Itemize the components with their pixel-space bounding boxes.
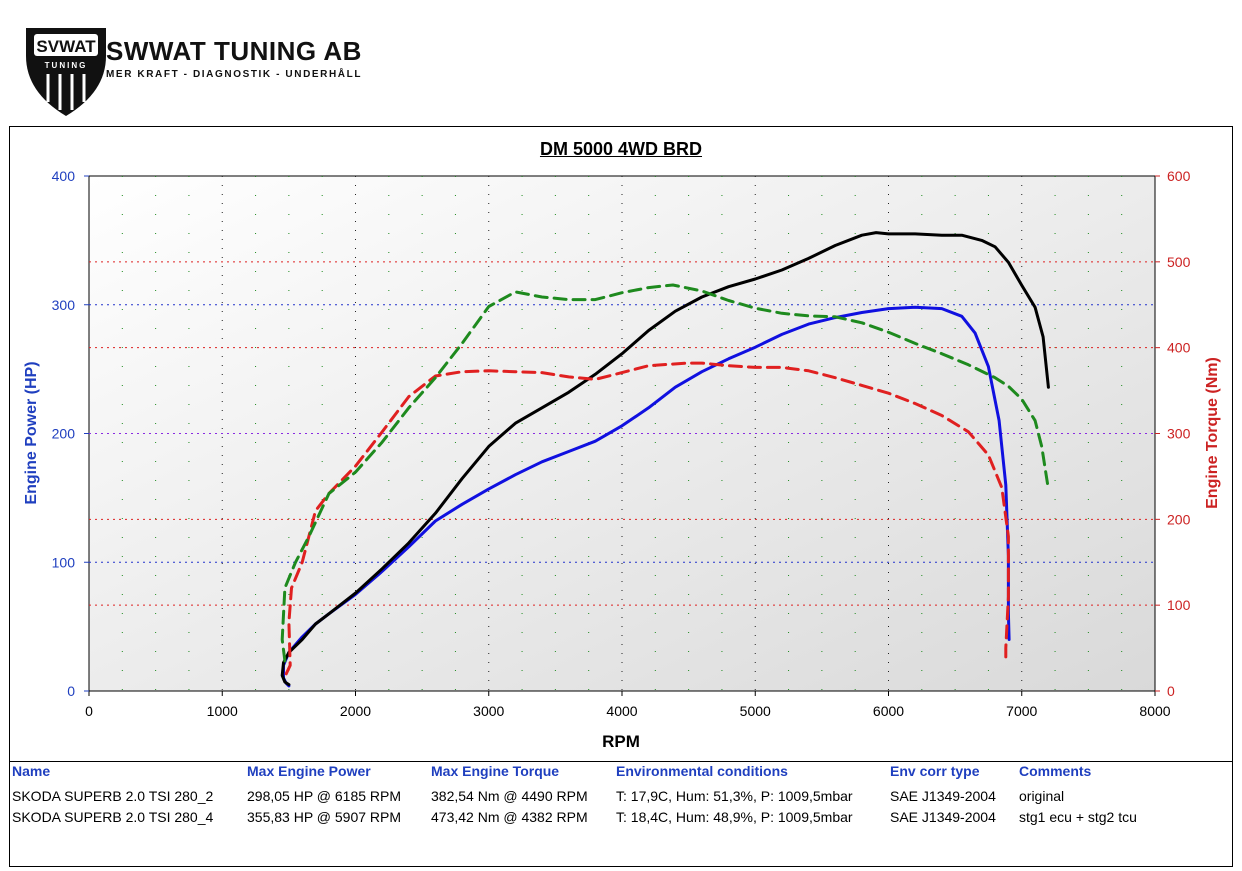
y-right-tick-label: 300 (1167, 426, 1191, 442)
x-tick-label: 0 (85, 703, 93, 719)
table-cell: T: 17,9C, Hum: 51,3%, P: 1009,5mbar (616, 788, 853, 804)
grid (89, 176, 1155, 691)
x-tick-label: 7000 (1006, 703, 1037, 719)
brand-tagline: MER KRAFT - DIAGNOSTIK - UNDERHÅLL (106, 69, 363, 80)
table-cell: 382,54 Nm @ 4490 RPM (431, 788, 588, 804)
table-cell: 355,83 HP @ 5907 RPM (247, 809, 402, 825)
y-left-tick-label: 100 (52, 554, 76, 570)
y-right-tick-label: 200 (1167, 511, 1191, 527)
brand-logo: SVWAT TUNING (12, 12, 357, 117)
y-left-tick-label: 0 (67, 683, 75, 699)
table-cell: original (1019, 788, 1065, 804)
series-group (280, 231, 1050, 688)
x-tick-label: 6000 (873, 703, 904, 719)
table-cell: T: 18,4C, Hum: 48,9%, P: 1009,5mbar (616, 809, 853, 825)
y-right-axis-label: Engine Torque (Nm) (1204, 357, 1221, 509)
x-tick-label: 8000 (1139, 703, 1170, 719)
x-tick-label: 5000 (740, 703, 771, 719)
x-tick-label: 2000 (340, 703, 371, 719)
dyno-chart: 0 1000 2000 3000 4000 5000 6000 7000 80000100200… (23, 168, 1221, 751)
y-right-tick-label: 500 (1167, 254, 1191, 270)
y-right-tick-label: 0 (1167, 683, 1175, 699)
table-header-power: Max Engine Power (247, 763, 371, 779)
y-right-tick-label: 600 (1167, 168, 1191, 184)
logo-subtext: TUNING (45, 61, 88, 70)
table-header-env-corr: Env corr type (890, 763, 980, 779)
table-cell: stg1 ecu + stg2 tcu (1019, 809, 1137, 825)
axes: 0 1000 2000 3000 4000 5000 6000 7000 80000100200… (52, 168, 1191, 719)
table-header-torque: Max Engine Torque (431, 763, 560, 779)
table-header-environment: Environmental conditions (616, 763, 788, 779)
table-header-name: Name (12, 763, 51, 779)
chart-title: DM 5000 4WD BRD (539, 139, 703, 159)
shield-logo-icon: SVWAT TUNING (26, 28, 106, 116)
y-right-tick-label: 100 (1167, 597, 1191, 613)
results-table (9, 760, 1233, 867)
y-left-tick-label: 300 (52, 297, 76, 313)
brand-name: SWWAT TUNING AB (106, 36, 362, 66)
table-cell: 473,42 Nm @ 4382 RPM (431, 809, 588, 825)
y-right-tick-label: 400 (1167, 340, 1191, 356)
table-cell: SKODA SUPERB 2.0 TSI 280_4 (12, 809, 214, 825)
x-tick-label: 1000 (207, 703, 238, 719)
y-left-tick-label: 400 (52, 168, 76, 184)
table-cell: SKODA SUPERB 2.0 TSI 280_2 (12, 788, 214, 804)
y-left-tick-label: 200 (52, 426, 76, 442)
table-header-comments: Comments (1019, 763, 1092, 779)
y-left-axis-label: Engine Power (HP) (23, 361, 40, 504)
logo-text: SVWAT (36, 37, 96, 56)
torque-stage-line (280, 283, 1050, 663)
table-cell: SAE J1349-2004 (890, 788, 996, 804)
table-cell: SAE J1349-2004 (890, 809, 996, 825)
table-cell: 298,05 HP @ 6185 RPM (247, 788, 402, 804)
x-axis-label: RPM (602, 732, 640, 751)
x-tick-label: 4000 (606, 703, 637, 719)
x-tick-label: 3000 (473, 703, 504, 719)
power-stage-line (280, 231, 1050, 687)
